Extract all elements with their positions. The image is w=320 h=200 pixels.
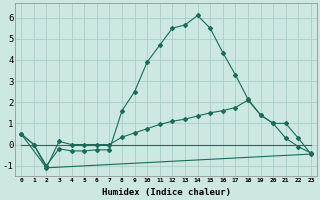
X-axis label: Humidex (Indice chaleur): Humidex (Indice chaleur)	[101, 188, 231, 197]
